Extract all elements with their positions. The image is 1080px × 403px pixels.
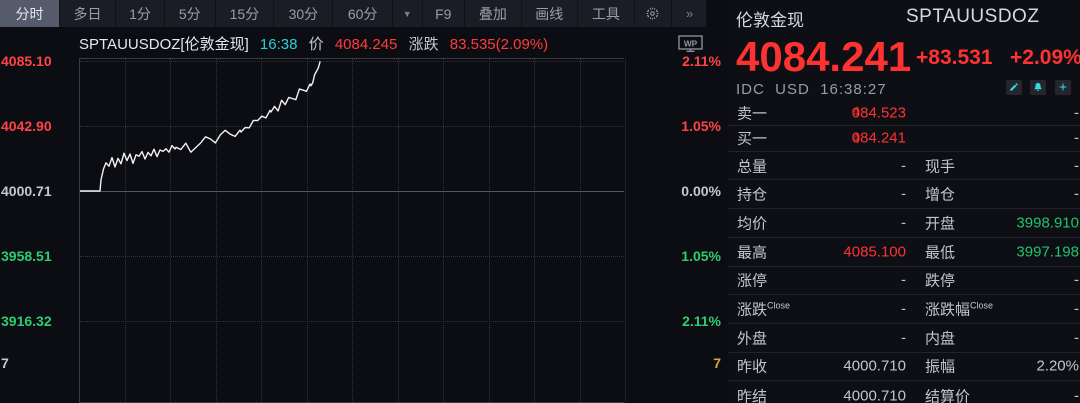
svg-text:WP: WP (684, 38, 698, 48)
